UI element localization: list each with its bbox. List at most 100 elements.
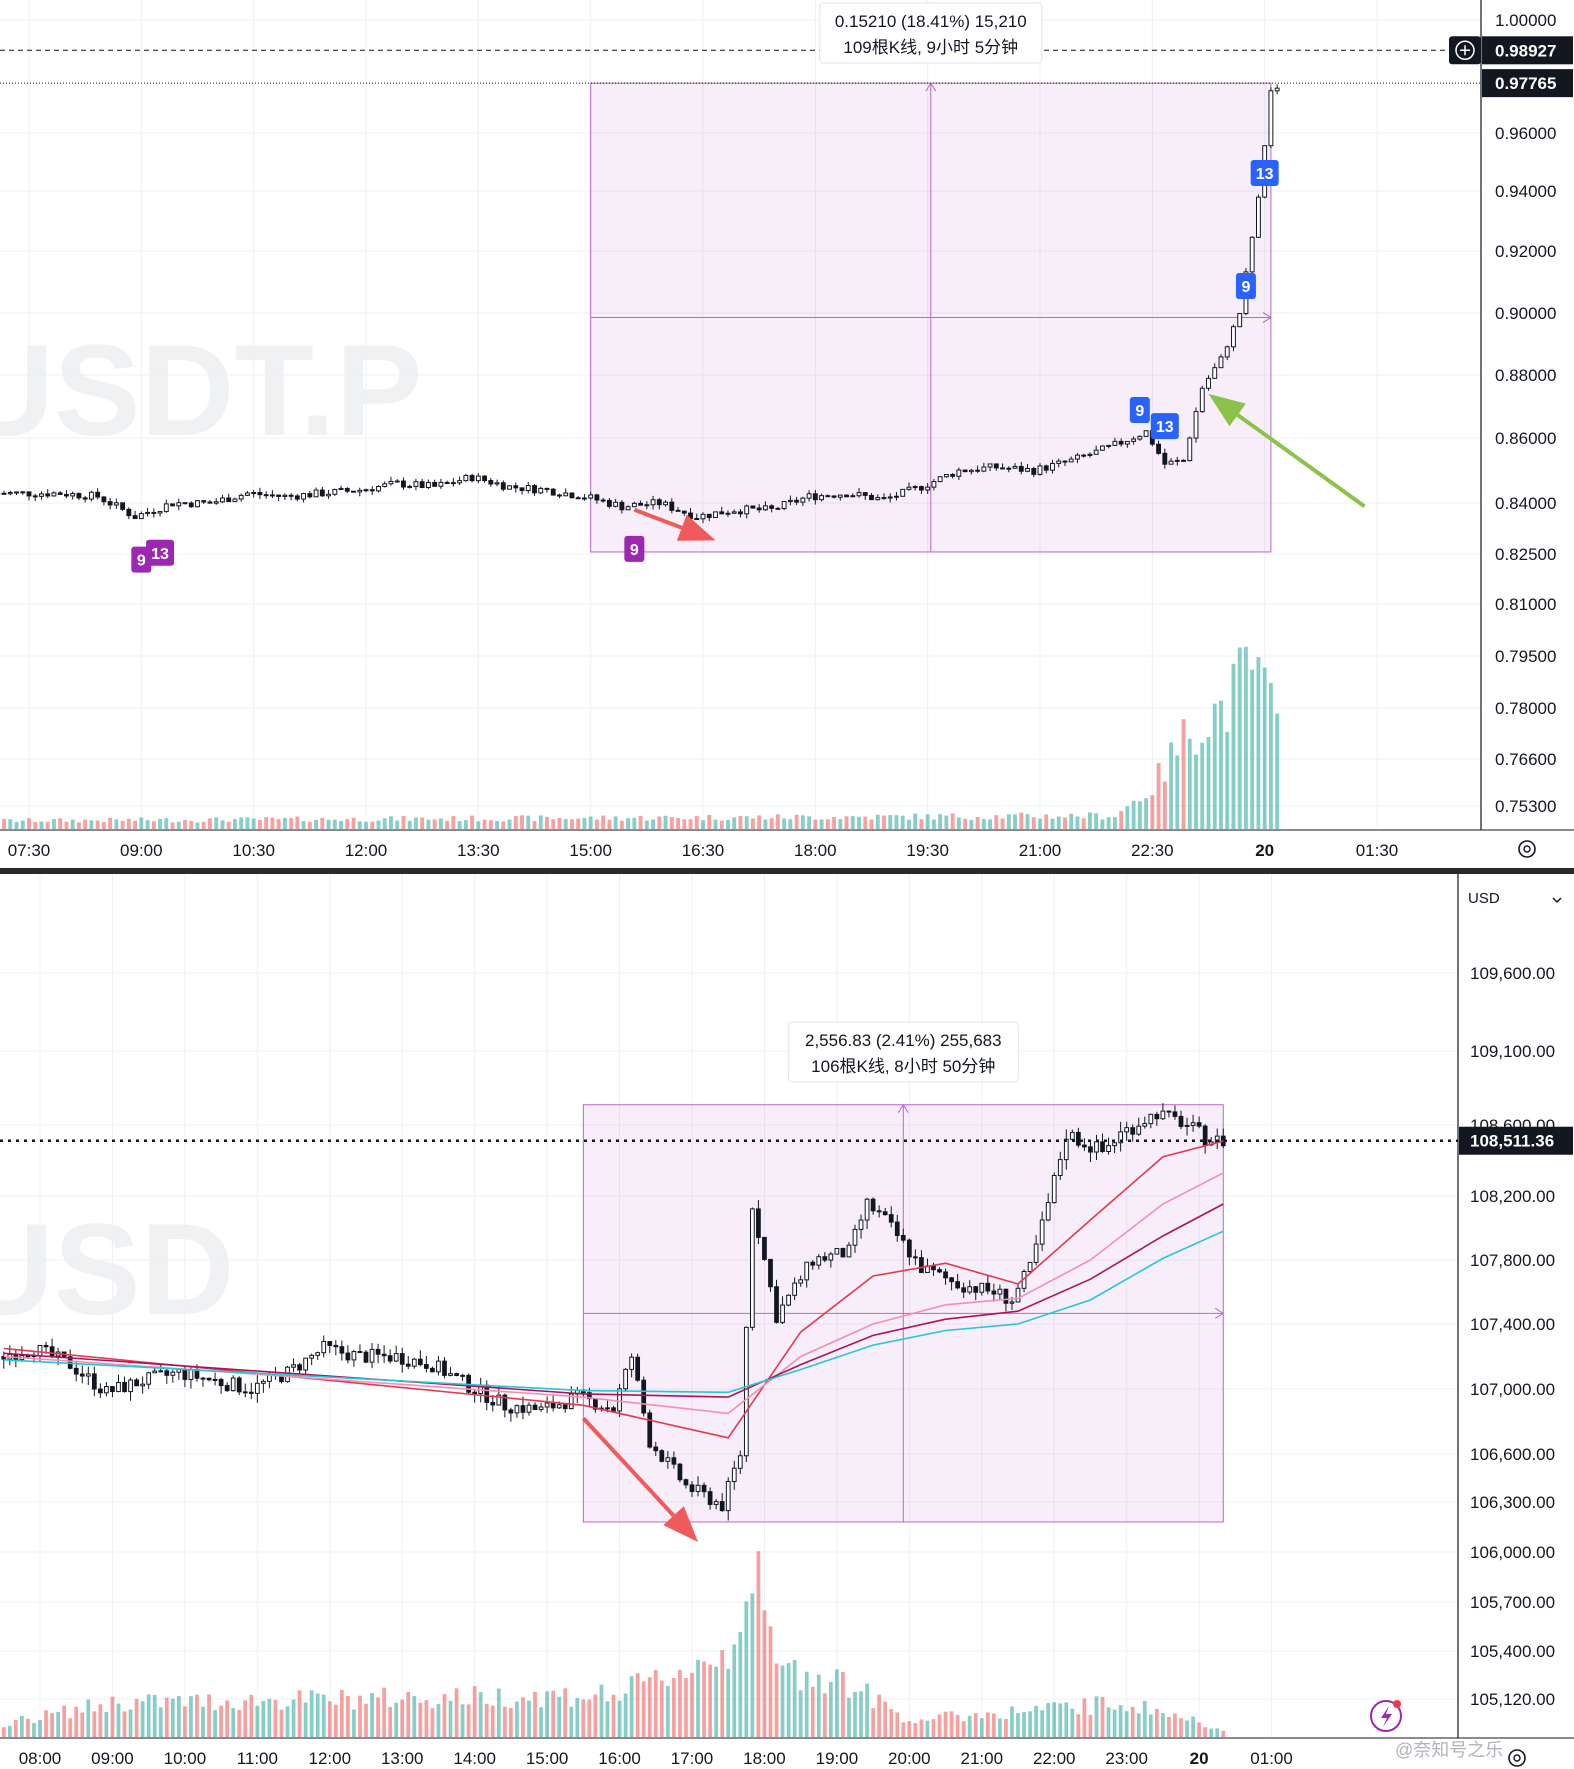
candle-body [925,486,931,491]
plus-icon [1460,45,1470,56]
currency-select-box[interactable] [1459,876,1573,916]
candle-body [962,469,968,473]
plus-circle-icon[interactable] [1455,40,1475,61]
td-marker-badge [146,539,175,566]
candle-body [70,492,76,497]
td-sequential-marker[interactable]: 13 [146,539,175,566]
upper-chart-svg[interactable]: USDT.P 9 13 9 9 13 9 13 1.00000 0.96000 0.94000 0.9… [0,0,1574,868]
candle-body [623,1368,628,1390]
gear-icon[interactable] [1508,1749,1526,1767]
volume-bar [1100,819,1105,829]
time-tick-label: 23:00 [1105,1749,1148,1768]
volume-bar [158,818,162,829]
settings-button[interactable] [1508,1749,1526,1767]
candle-body [1100,1141,1105,1152]
volume-bar [1130,1706,1135,1737]
td-sequential-marker[interactable]: 13 [1250,160,1279,186]
lower-chart-svg[interactable]: USD 109,600.00109,100.00108,600.00108,200… [0,874,1574,1769]
volume-bar [919,819,924,829]
volume-bar [617,1700,622,1737]
td-sequential-marker[interactable]: 13 [1150,413,1179,440]
candle-body [749,1208,755,1328]
volume-bar [955,1714,960,1737]
candle-body [1018,465,1024,472]
volume-bar [925,814,930,829]
volume-bar [1175,755,1180,829]
candle-body [1062,460,1068,463]
volume-bar [1038,818,1042,829]
time-tick-label: 12:00 [345,841,388,860]
upper-chart-panel[interactable]: USDT.P 9 13 9 9 13 9 13 1.00000 0.96000 0.94000 0.9… [0,0,1574,868]
candle-body [979,1282,985,1293]
volume-bar [657,816,662,829]
candle-body [158,1370,164,1373]
price-axis[interactable]: 109,600.00109,100.00108,600.00108,200.00… [1470,964,1555,1709]
candle-body [294,495,300,500]
volume-bar [62,1705,67,1737]
volume-bar [26,1718,30,1737]
volume-bar [998,1718,1002,1737]
volume-bar [1215,1728,1220,1737]
volume-bar [303,1702,308,1737]
volume-bar [20,820,25,829]
time-axis[interactable]: 08:00 09:00 10:00 11:00 12:00 13:00 14:00 15:00… [19,1749,1293,1768]
time-tick-label: 20 [1255,841,1274,860]
volume-bar [1212,703,1217,829]
candle-body [1160,1110,1166,1120]
volume-bar [900,815,905,829]
volume-bar [279,1709,284,1737]
lightning-button[interactable] [1370,1700,1402,1732]
measure-tooltip-box [787,1021,1019,1083]
settings-button[interactable] [1518,840,1536,858]
td-sequential-marker[interactable]: 9 [1235,273,1256,299]
price-axis[interactable]: 1.00000 0.96000 0.94000 0.92000 0.90000 0.880… [1495,11,1556,816]
candle-body [611,1407,616,1412]
candle-body [351,490,356,493]
candle-body [569,492,575,499]
candle-body [556,1404,562,1409]
volume-bar [201,821,206,829]
td-sequential-marker[interactable]: 9 [624,535,645,562]
candle-body [301,493,307,500]
volume-bar [539,1707,543,1737]
volume-bar [769,818,774,829]
lower-chart-panel[interactable]: USD 109,600.00 109,100.00 108,600.00 108,200… [0,874,1574,1769]
currency-select[interactable]: USD [1459,876,1573,916]
volume-bar [436,1704,441,1737]
candle-body [844,494,849,498]
measure-tool[interactable] [582,1103,1225,1523]
candle-body [448,1373,453,1376]
volume-bar [478,1692,483,1737]
gear-icon[interactable] [1518,840,1536,858]
volume-bar [44,1710,48,1737]
volume-bar [1010,1706,1014,1737]
candle-body [201,500,207,503]
annotation-arrow[interactable] [1208,393,1366,509]
volume-bar [738,1631,743,1737]
candle-body [43,1344,49,1348]
annotation-arrow[interactable] [633,507,716,541]
moving-average-line [3,1203,1224,1398]
volume-bar [708,1664,712,1737]
volume-bar [800,815,805,829]
candle-body [20,491,26,494]
volume-bar [1206,736,1211,829]
candle-body [787,499,793,503]
td-sequential-marker[interactable]: 9 [1129,396,1150,423]
candle-body [57,492,63,495]
candle-body [840,1248,846,1258]
candle-body [472,1391,478,1395]
candle-body [1057,1159,1063,1177]
volume-bar [295,816,300,829]
volume-bar [20,1715,24,1737]
volume-bar [438,818,443,829]
time-axis[interactable]: 07:30 09:00 10:30 12:00 13:30 15:00 16:30 18:00… [8,841,1399,860]
measure-tool[interactable] [590,82,1272,553]
candle-body [617,1388,622,1412]
measure-tooltip-line2: 109根K线, 9小时 5分钟 [843,38,1018,57]
volume-bar [1013,814,1017,829]
volume-bar [58,818,63,829]
candle-body [956,469,962,477]
candle-body [629,1356,635,1370]
annotation-arrow[interactable] [581,1416,699,1542]
